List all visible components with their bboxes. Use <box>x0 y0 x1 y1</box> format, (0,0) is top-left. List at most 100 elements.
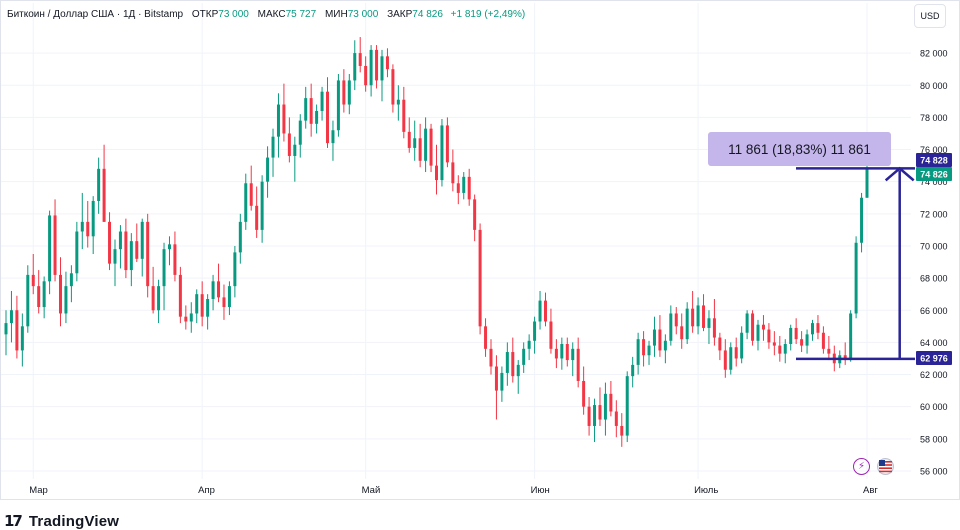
candle <box>424 128 428 161</box>
close-label: ЗАКР <box>387 9 413 20</box>
candle <box>854 242 858 314</box>
symbol-header: Биткоин / Доллар США · 1Д · Bitstamp ОТК… <box>7 9 525 20</box>
candle <box>603 393 607 420</box>
candle <box>347 80 351 105</box>
candle <box>669 313 673 341</box>
candle <box>157 286 161 311</box>
candle <box>511 352 515 377</box>
candle <box>805 334 809 346</box>
candle <box>462 176 466 193</box>
candle <box>489 348 493 367</box>
candle <box>396 99 400 105</box>
candle <box>778 345 782 354</box>
candle <box>642 339 646 356</box>
candle <box>582 380 586 407</box>
candle <box>435 165 438 181</box>
candle <box>173 244 177 275</box>
price-tag <box>916 351 952 365</box>
candle <box>364 65 368 86</box>
candle <box>309 98 313 124</box>
candle <box>298 120 302 145</box>
candle <box>238 221 242 253</box>
candle <box>380 56 384 81</box>
candle <box>97 168 101 201</box>
candle <box>456 183 460 193</box>
candle <box>800 339 804 346</box>
measure-arrow-head <box>884 166 915 182</box>
candle <box>102 168 106 222</box>
candle <box>135 241 139 259</box>
y-tick-label: 80 000 <box>920 81 948 91</box>
symbol-title[interactable]: Биткоин / Доллар США · 1Д · Bitstamp <box>7 9 184 20</box>
candle <box>522 348 526 365</box>
x-tick-label: Май <box>362 485 381 496</box>
candle <box>342 80 346 105</box>
price-tag <box>916 153 952 167</box>
candle <box>723 350 727 370</box>
candle <box>794 327 798 340</box>
candle <box>636 339 640 365</box>
candle <box>658 329 662 351</box>
candle <box>505 352 509 373</box>
candle <box>811 323 815 335</box>
candle <box>614 411 618 426</box>
candle <box>276 104 280 137</box>
candle <box>625 376 629 436</box>
currency-button[interactable]: USD <box>914 4 946 28</box>
candle <box>767 329 771 343</box>
candle <box>69 273 73 287</box>
candle <box>761 324 765 330</box>
candle <box>429 128 433 166</box>
candle <box>217 281 221 298</box>
candle <box>20 326 24 351</box>
candle <box>696 305 700 327</box>
candle <box>538 300 542 322</box>
candle <box>407 131 411 148</box>
flag-icon[interactable] <box>877 458 894 475</box>
candle <box>620 425 624 436</box>
y-tick-label: 72 000 <box>920 209 948 219</box>
y-tick-label: 70 000 <box>920 241 948 251</box>
candle <box>533 321 537 341</box>
candle <box>740 332 744 359</box>
y-tick-label: 74 000 <box>920 177 948 187</box>
y-tick-label: 56 000 <box>920 466 948 476</box>
price-chart[interactable]: 11 861 (18,83%) 11 861 56 000 58 000 60 000… <box>1 1 959 499</box>
candle <box>685 308 689 340</box>
candle <box>195 294 199 314</box>
candle <box>315 110 319 124</box>
candle <box>167 244 171 250</box>
candle <box>745 313 749 333</box>
candle <box>652 329 656 346</box>
candle <box>707 318 711 328</box>
candle <box>206 299 210 317</box>
candle <box>751 313 755 341</box>
y-tick-label: 60 000 <box>920 402 948 412</box>
candle <box>565 344 569 361</box>
candle <box>151 286 155 311</box>
candle <box>702 305 706 328</box>
candle <box>58 274 62 314</box>
tradingview-wordmark: TradingView <box>28 512 120 530</box>
candle <box>9 310 13 324</box>
measure-label-box <box>708 132 891 166</box>
change-value: +1 819 (+2,49%) <box>450 9 526 20</box>
high-label: МАКС <box>257 9 286 20</box>
candle <box>369 49 373 86</box>
candle <box>249 183 253 206</box>
candle <box>849 313 853 361</box>
y-tick-label: 66 000 <box>920 306 948 316</box>
candle <box>26 274 30 327</box>
candle <box>500 372 504 391</box>
candle <box>549 321 553 349</box>
candle <box>860 197 864 243</box>
candle <box>571 348 575 361</box>
candle <box>124 231 128 271</box>
candle <box>211 281 215 299</box>
candle <box>146 221 150 287</box>
y-tick-label: 82 000 <box>920 49 948 59</box>
candle <box>772 342 776 346</box>
chart-frame: 11 861 (18,83%) 11 861 56 000 58 000 60 000… <box>0 0 960 500</box>
candle <box>282 104 286 134</box>
lightning-icon[interactable]: ⚡ <box>853 458 870 475</box>
